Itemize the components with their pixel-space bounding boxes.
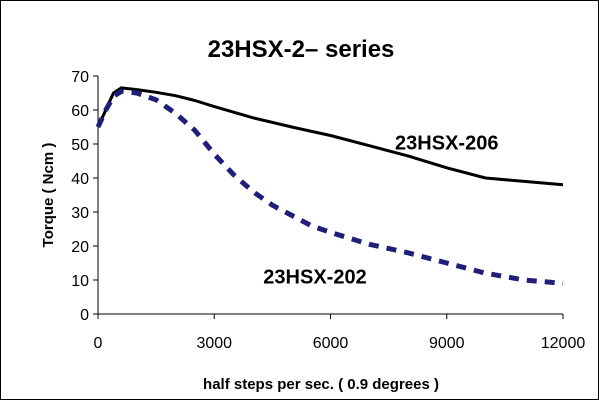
y-tick-label: 40 bbox=[71, 171, 89, 188]
x-axis-ticks: 0 3000 6000 9000 12000 bbox=[94, 314, 586, 352]
series-lines bbox=[95, 86, 564, 286]
y-axis-label: Torque ( Ncm ) bbox=[40, 143, 57, 248]
series-line-23hsx-202 bbox=[95, 88, 564, 286]
y-tick-label: 0 bbox=[80, 307, 89, 324]
x-tick-label: 12000 bbox=[541, 335, 586, 352]
series-line-23hsx-206 bbox=[96, 86, 564, 187]
x-tick-label: 3000 bbox=[196, 335, 232, 352]
y-axis-ticks: 0 10 20 30 40 50 60 70 bbox=[71, 69, 98, 324]
series-annotations: 23HSX-206 23HSX-202 bbox=[263, 132, 498, 288]
y-tick-label: 50 bbox=[71, 137, 89, 154]
series-annotation: 23HSX-206 bbox=[395, 132, 498, 154]
x-tick-label: 6000 bbox=[313, 335, 349, 352]
y-tick-label: 60 bbox=[71, 103, 89, 120]
x-tick-label: 0 bbox=[94, 335, 103, 352]
x-axis-label: half steps per sec. ( 0.9 degrees ) bbox=[203, 376, 439, 393]
y-tick-label: 20 bbox=[71, 239, 89, 256]
y-tick-label: 30 bbox=[71, 205, 89, 222]
y-tick-label: 70 bbox=[71, 69, 89, 86]
y-tick-label: 10 bbox=[71, 273, 89, 290]
chart-title: 23HSX-2– series bbox=[208, 36, 395, 63]
x-tick-label: 9000 bbox=[429, 335, 465, 352]
series-annotation: 23HSX-202 bbox=[263, 267, 366, 289]
